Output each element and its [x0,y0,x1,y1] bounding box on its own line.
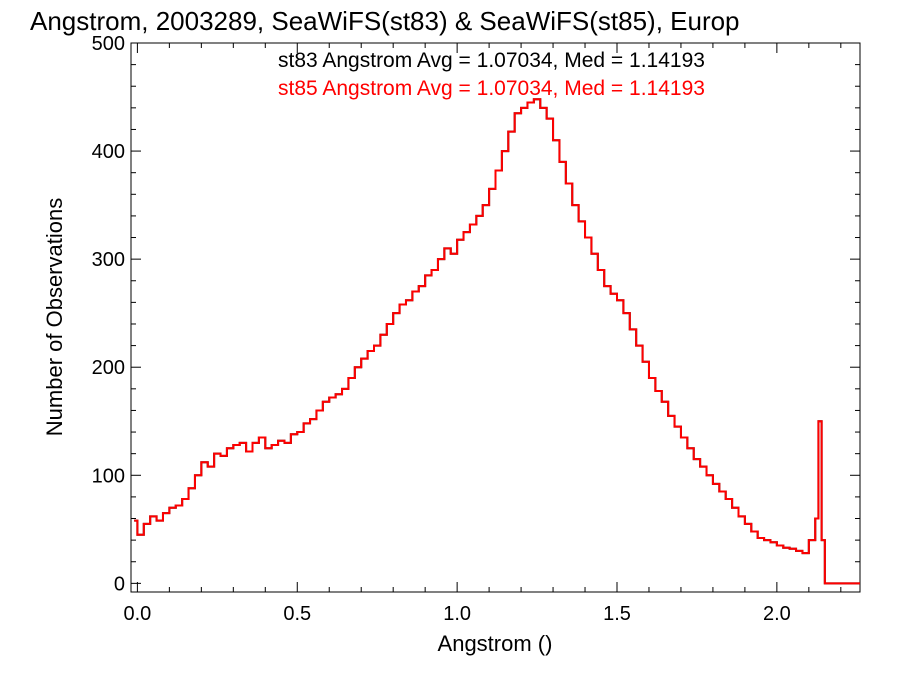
x-axis-label: Angstrom () [438,631,553,656]
annotation-st83-stats: st83 Angstrom Avg = 1.07034, Med = 1.141… [278,49,705,72]
y-axis-label: Number of Observations [42,198,67,436]
series-group [134,98,860,585]
x-tick-label: 1.5 [603,603,631,625]
x-axis-ticks: 0.0 0.5 1.0 1.5 2.0 [123,43,842,625]
x-tick-label: 1.0 [443,603,471,625]
y-tick-label: 100 [92,465,125,487]
y-tick-label: 200 [92,357,125,379]
plot-frame [130,42,861,593]
x-tick-label: 0.0 [123,603,151,625]
y-tick-label: 0 [114,573,125,595]
series-0-histogram [134,98,860,585]
annotation-st85-stats: st85 Angstrom Avg = 1.07034, Med = 1.141… [278,77,705,100]
y-tick-label: 400 [92,141,125,163]
chart-title: Angstrom, 2003289, SeaWiFS(st83) & SeaWi… [30,6,740,36]
y-tick-label: 300 [92,249,125,271]
series-1-histogram [134,98,860,585]
x-tick-label: 2.0 [763,603,791,625]
x-tick-label: 0.5 [283,603,311,625]
y-axis-ticks: 0 100 200 300 400 500 [92,33,860,595]
y-tick-label: 500 [92,33,125,55]
